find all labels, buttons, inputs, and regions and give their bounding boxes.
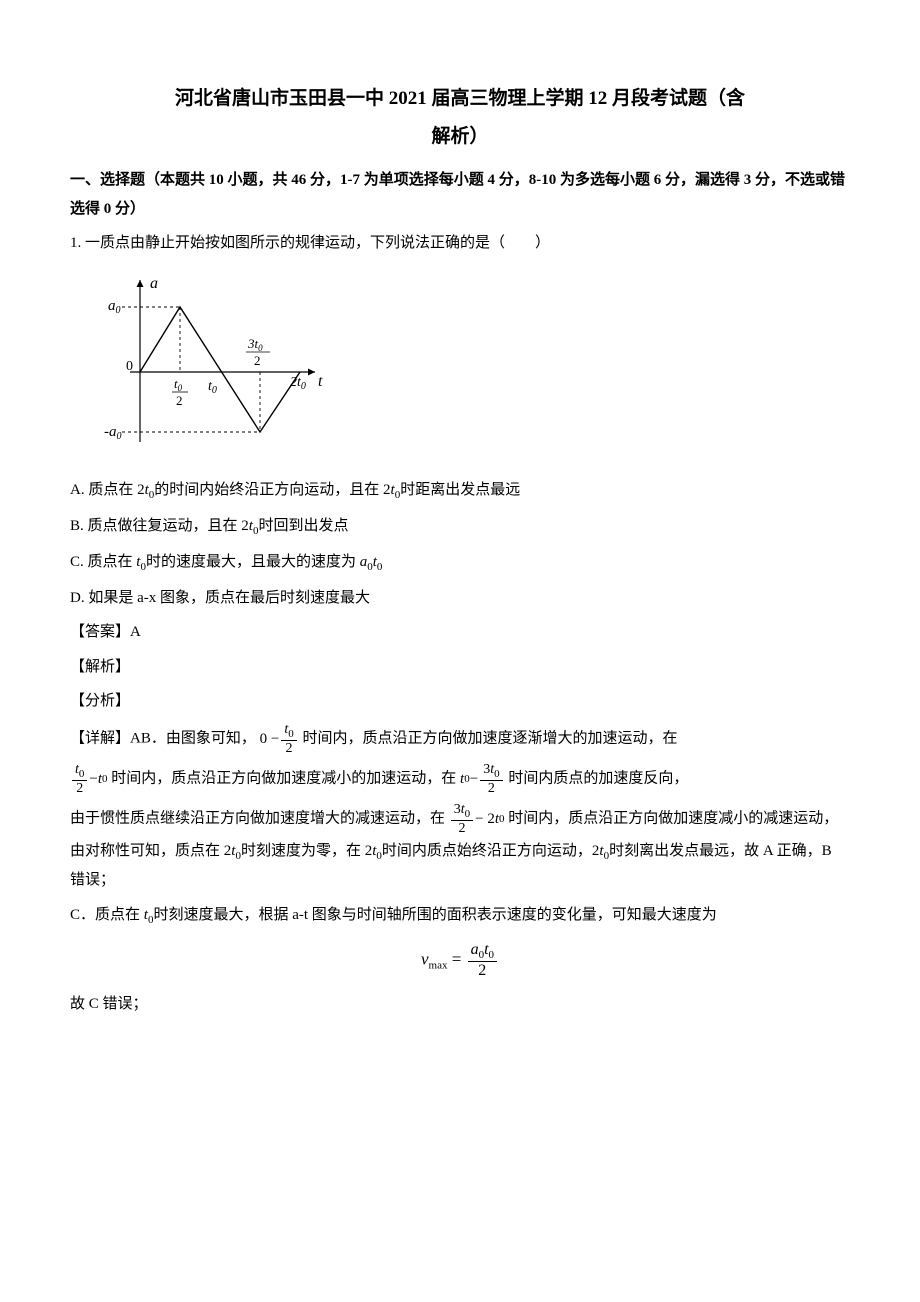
svg-text:3t0: 3t0 bbox=[247, 336, 263, 353]
svg-text:0: 0 bbox=[126, 359, 133, 374]
q1-detail-3: 由于惯性质点继续沿正方向做加速度增大的减速运动，在 3t02 − 2t0 时间内… bbox=[70, 802, 850, 895]
svg-text:a0: a0 bbox=[108, 298, 121, 316]
frac-3t0half-2t0: 3t02 − 2t0 bbox=[449, 802, 505, 836]
frac-t0half-t0: t02 − t0 bbox=[70, 762, 108, 796]
vmax-formula: vmax = a0t02 bbox=[70, 941, 850, 980]
svg-text:2t0: 2t0 bbox=[290, 375, 306, 392]
q1-analysis-label: 【分析】 bbox=[70, 687, 850, 716]
q1-option-c: C. 质点在 t0时的速度最大，且最大的速度为 a0t0 bbox=[70, 548, 850, 578]
q1-option-a: A. 质点在 2t0的时间内始终沿正方向运动，且在 2t0时距离出发点最远 bbox=[70, 476, 850, 506]
svg-text:2: 2 bbox=[176, 393, 183, 408]
y-axis-label: a bbox=[150, 275, 158, 292]
q1-option-b: B. 质点做往复运动，且在 2t0时回到出发点 bbox=[70, 512, 850, 542]
doc-title: 河北省唐山市玉田县一中 2021 届高三物理上学期 12 月段考试题（含 解析） bbox=[70, 80, 850, 156]
q1-explain-label: 【解析】 bbox=[70, 653, 850, 682]
q1-detail-2: t02 − t0 时间内，质点沿正方向做加速度减小的加速运动，在 t0 − 3t… bbox=[70, 762, 850, 796]
section-instructions: 一、选择题（本题共 10 小题，共 46 分，1-7 为单项选择每小题 4 分，… bbox=[70, 166, 850, 223]
q1-option-d: D. 如果是 a-x 图象，质点在最后时刻速度最大 bbox=[70, 584, 850, 613]
q1-stem: 1. 一质点由静止开始按如图所示的规律运动，下列说法正确的是（ ） bbox=[70, 229, 850, 258]
title-line-2: 解析） bbox=[431, 126, 488, 147]
q1-chart: a t a0 -a0 0 t0 2 t0 3t0 2 2t0 bbox=[90, 272, 850, 463]
q1-answer: 【答案】A bbox=[70, 618, 850, 647]
q1-detail-c: C．质点在 t0时刻速度最大，根据 a-t 图象与时间轴所围的面积表示速度的变化… bbox=[70, 901, 850, 931]
x-axis-label: t bbox=[318, 373, 323, 390]
title-line-1: 河北省唐山市玉田县一中 2021 届高三物理上学期 12 月段考试题（含 bbox=[175, 88, 745, 109]
svg-text:2: 2 bbox=[254, 353, 261, 368]
q1-detail-1: 【详解】AB．由图象可知， 0 − t02 时间内，质点沿正方向做加速度逐渐增大… bbox=[70, 722, 850, 756]
frac-t0-3t0half: t0 − 3t02 bbox=[460, 762, 505, 796]
frac-0-t0half: 0 − t02 bbox=[260, 722, 299, 756]
svg-text:t0: t0 bbox=[208, 379, 217, 396]
q1-c-wrong: 故 C 错误； bbox=[70, 990, 850, 1019]
svg-text:-a0: -a0 bbox=[104, 424, 122, 442]
svg-text:t0: t0 bbox=[174, 376, 183, 393]
